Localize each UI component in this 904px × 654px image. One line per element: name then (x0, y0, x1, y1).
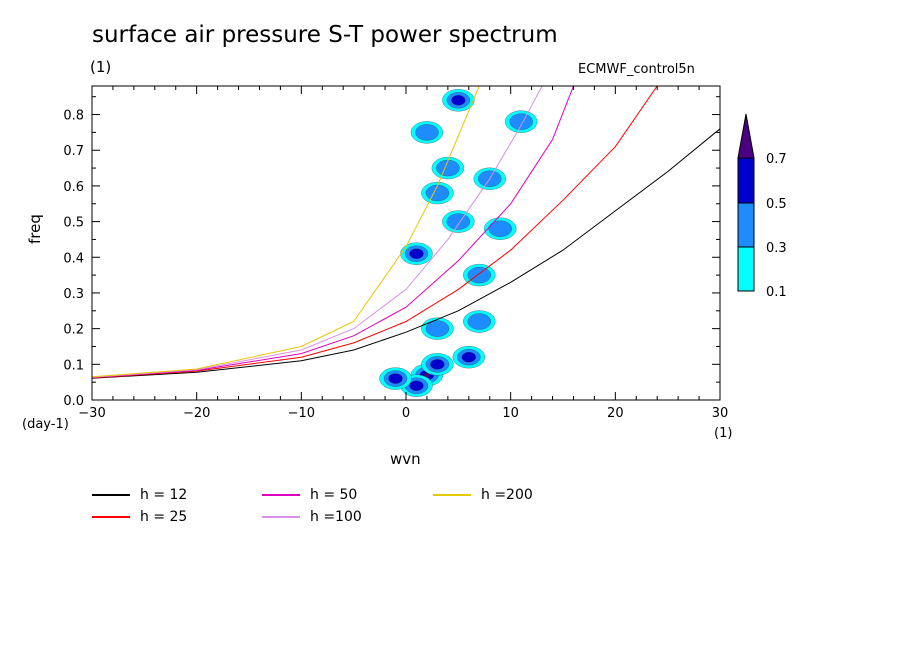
x-tick-label: 30 (712, 406, 729, 421)
series-line (92, 86, 658, 379)
legend-label: h = 50 (310, 487, 358, 503)
x-tick-label: 0 (402, 406, 410, 421)
legend-entry: h =200 (433, 487, 533, 503)
contour-layer (379, 89, 538, 397)
x-tick-label: 20 (607, 406, 624, 421)
contour-patch (488, 220, 512, 237)
contour-patch (430, 359, 445, 370)
y-tick-label: 0.1 (63, 358, 84, 373)
legend-entry: h = 12 (92, 487, 187, 503)
series-line (92, 86, 574, 378)
legend-label: h = 25 (140, 509, 188, 525)
y-tick-label: 0.6 (63, 180, 84, 195)
contour-patch (409, 380, 424, 391)
colorbar-label: 0.7 (766, 152, 787, 167)
legend-label: h =100 (310, 509, 362, 525)
y-axis-unit: (day-1) (22, 417, 69, 432)
x-tick-label: −10 (288, 406, 315, 421)
legend-swatch (433, 494, 471, 496)
legend-swatch (92, 516, 130, 518)
x-tick-label: −20 (183, 406, 210, 421)
chart-title: surface air pressure S-T power spectrum (92, 22, 558, 48)
contour-patch (467, 266, 491, 284)
legend-entry: h = 50 (262, 487, 357, 503)
colorbar-triangle (737, 113, 755, 159)
contour-patch (467, 313, 491, 330)
legend-label: h =200 (481, 487, 533, 503)
legend-swatch (92, 494, 130, 496)
legend-entry: h =100 (262, 509, 362, 525)
x-axis-unit: (1) (714, 426, 733, 441)
x-tick-label: −30 (78, 406, 105, 421)
colorbar-segment (737, 246, 755, 292)
series-line (92, 86, 543, 378)
contour-patch (424, 372, 430, 378)
contour-patch (409, 248, 424, 259)
y-tick-label: 0.7 (63, 144, 84, 159)
legend-swatch (262, 494, 300, 496)
plot-frame (91, 85, 721, 401)
colorbar-label: 0.5 (766, 197, 787, 212)
legend-entry: h = 25 (92, 509, 187, 525)
experiment-label: ECMWF_control5n (578, 62, 695, 77)
contour-patch (461, 352, 476, 363)
y-tick-label: 0.2 (63, 323, 84, 338)
contour-patch (436, 159, 460, 177)
contour-patch (415, 124, 439, 141)
colorbar-label: 0.1 (766, 285, 787, 300)
y-tick-label: 0.5 (63, 216, 84, 231)
y-tick-label: 0.3 (63, 287, 84, 302)
contour-patch (425, 184, 450, 202)
series-line (92, 86, 480, 378)
contour-patch (451, 95, 466, 106)
y-tick-label: 0.4 (63, 251, 84, 266)
legend-swatch (262, 516, 300, 518)
colorbar-segment (737, 202, 755, 248)
colorbar-label: 0.3 (766, 241, 787, 256)
legend-label: h = 12 (140, 487, 188, 503)
contour-patch (509, 113, 533, 130)
y-tick-label: 0.0 (63, 394, 84, 409)
contour-patch (425, 320, 450, 337)
colorbar-segment (737, 157, 755, 204)
series-line (92, 128, 720, 379)
y-tick-label: 0.8 (63, 109, 84, 124)
title-unit: (1) (90, 58, 112, 76)
x-axis-label: wvn (390, 450, 421, 468)
contour-patch (446, 213, 470, 230)
contour-patch (388, 373, 403, 384)
x-tick-label: 10 (502, 406, 519, 421)
